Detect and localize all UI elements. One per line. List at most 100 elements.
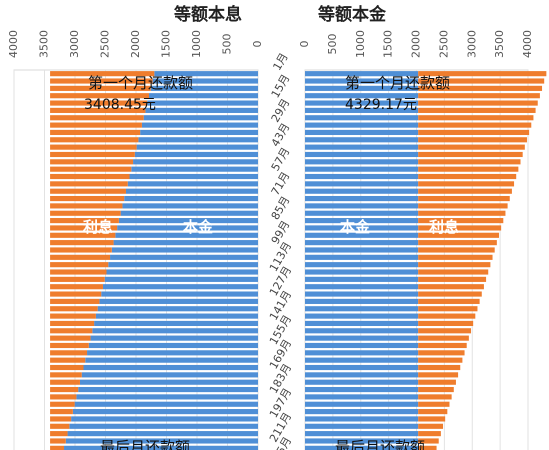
right-principal-bar [305,210,419,216]
right-interest-bar [418,262,491,268]
right-principal-bar [305,320,419,327]
left-interest-bar [50,181,128,187]
right-interest-bar [418,372,459,378]
month-tick-label: 29月 [269,96,293,124]
left-interest-bar [50,416,72,422]
left-x-tick-label: 2000 [129,30,142,58]
right-last-month-label: 最后月还款额 [335,438,425,450]
left-x-tick-label: 2500 [99,30,112,58]
right-chart-title: 等额本金 [318,4,387,25]
left-principal-bar [136,144,258,150]
left-principal-bar [87,350,258,356]
left-x-tick-label: 0 [251,41,264,48]
right-principal-bar [305,188,419,194]
left-last-month-label: 最后月还款额 [100,438,190,450]
right-interest-bar [418,401,450,407]
left-x-tick-label: 500 [221,34,234,55]
left-x-tick-label: 1000 [190,30,203,58]
right-interest-bar [418,93,540,99]
left-interest-bar [50,218,119,224]
left-interest-bar [50,445,65,450]
left-plot: 4000 3500 3000 2500 2000 1500 1000 500 0 等额本息第一个月… [7,4,264,450]
right-interest-bar [418,342,467,349]
right-principal-bar [305,144,419,150]
right-principal-bar [305,240,419,246]
left-principal-bar [81,372,259,378]
right-interest-bar [418,210,506,216]
right-interest-bar [418,298,480,304]
left-interest-bar [50,431,68,437]
left-principal-bar [101,291,258,297]
right-interest-bar [418,445,437,450]
right-first-month-amount: 4329.17元 [345,97,417,113]
left-principal-bar [150,85,258,91]
left-principal-bar [152,78,258,84]
right-interest-bar [418,144,525,150]
left-interest-bar [50,262,109,268]
month-tick-label: 15月 [269,72,293,100]
right-principal-bar [305,291,419,297]
left-x-tick-label: 3500 [38,30,51,58]
left-interest-bar [50,107,146,113]
right-principal-bar [305,218,419,224]
right-interest-bar [418,115,534,121]
left-principal-bar [67,431,258,437]
left-interest-bar [50,320,95,327]
left-principal-bar [108,262,258,268]
right-principal-bar [305,306,419,312]
left-interest-bar [50,240,114,246]
left-interest-bar [50,291,102,297]
left-principal-bar [122,203,259,209]
right-principal-bar [305,247,419,253]
right-interest-bar [418,159,521,165]
right-principal-bar [305,232,419,238]
right-interest-bar [418,409,448,415]
left-principal-bar [127,181,258,187]
left-principal-bar [145,107,258,113]
right-principal-bar [305,107,419,113]
right-principal-bar [305,173,419,180]
right-x-tick-label: 4000 [521,30,534,58]
month-axis: 1月15月29月43月57月71月85月99月113月127月141月155月1… [267,51,294,450]
left-interest-bar [50,357,86,363]
right-principal-bar [305,350,419,356]
left-interest-bar [50,232,116,238]
right-interest-bar [418,284,484,290]
right-principal-bar [305,438,419,444]
right-interest-bar [418,166,519,172]
left-interest-bar [50,386,79,393]
left-interest-bar [50,173,130,180]
right-interest-bar [418,107,536,113]
left-x-tick-label: 4000 [7,30,20,58]
left-interest-bar [50,423,70,429]
right-principal-bar [305,159,419,165]
right-interest-bar [418,313,476,319]
right-interest-bar [418,137,527,143]
left-principal-bar [106,269,259,275]
right-interest-bar [418,320,474,327]
right-interest-bar [418,203,508,209]
left-interest-bar [50,151,135,158]
left-principal-bar [143,115,258,121]
right-x-tick-label: 2500 [437,30,450,58]
right-principal-bar [305,328,419,334]
left-interest-bar [50,188,126,194]
right-x-tick-label: 3500 [493,30,506,58]
right-interest-bar [418,232,499,238]
right-principal-bar [305,342,419,349]
right-interest-bar [418,181,515,187]
left-interest-bar [50,276,105,282]
left-interest-bar [50,438,66,444]
right-principal-bar [305,85,419,91]
right-principal-bar [305,122,419,128]
right-principal-bar [305,254,419,260]
left-interest-bar [50,379,80,385]
right-x-tick-label: 0 [298,41,311,48]
right-interest-bar [418,78,545,84]
right-principal-bar [305,71,419,77]
right-interest-bar [418,431,441,437]
right-principal-bar [305,276,419,282]
left-interest-bar [50,210,121,216]
right-interest-bar [418,218,504,224]
